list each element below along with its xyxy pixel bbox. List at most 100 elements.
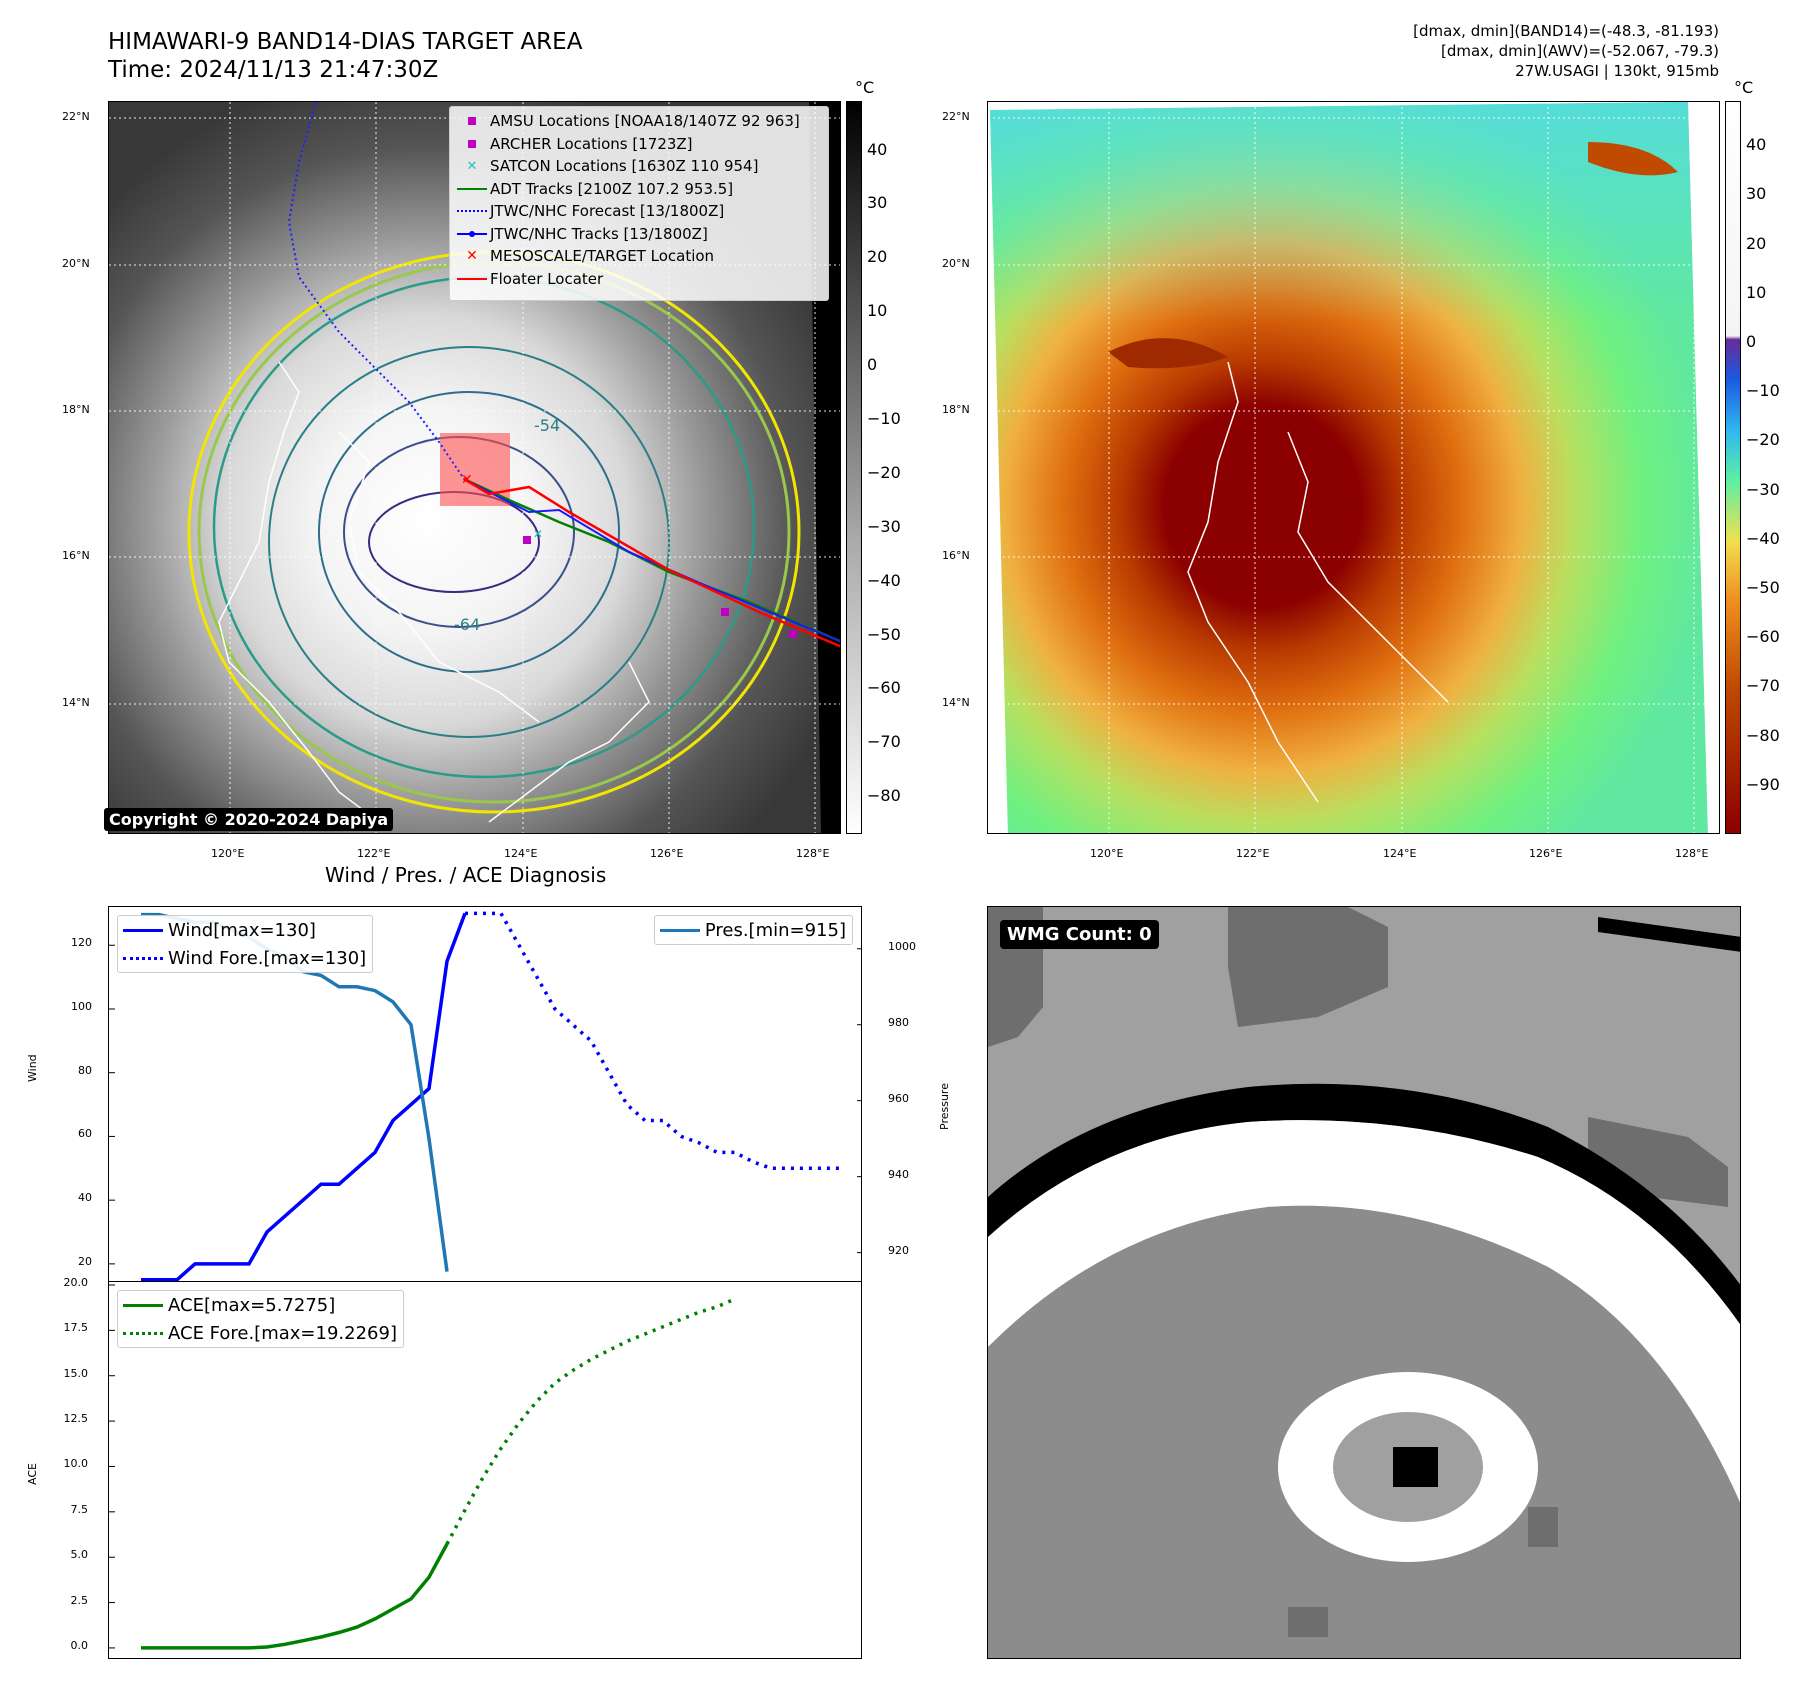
colorbar-tick-label: −20: [1746, 430, 1780, 450]
lat-label: 14°N: [942, 696, 970, 709]
ir-map-panel: ✕ ✕ -54 -64 AMSU Locations [NOAA18/1407Z…: [108, 101, 841, 834]
wind-axis-label: Wind: [26, 1054, 39, 1082]
wmg-image: [988, 907, 1740, 1658]
lat-label: 14°N: [62, 696, 90, 709]
legend-item-archer: ARCHER Locations [1723Z]: [454, 133, 828, 156]
lat-label: 18°N: [62, 403, 90, 416]
colorbar-tick-label: 40: [1746, 135, 1767, 155]
colorbar-tick-label: −10: [1746, 381, 1780, 401]
copyright-badge: Copyright © 2020-2024 Dapiya: [104, 808, 394, 831]
dmax-band14: [dmax, dmin](BAND14)=(-48.3, -81.193): [1413, 22, 1719, 40]
wind-tick-label: 120: [71, 936, 92, 950]
colorbar-tick-label: −50: [1746, 578, 1780, 598]
pressure-tick-label: 940: [888, 1167, 909, 1181]
legend-item-satcon: ✕ SATCON Locations [1630Z 110 954]: [454, 155, 828, 178]
wind-tick-label: 80: [78, 1063, 92, 1077]
lat-label: 20°N: [942, 257, 970, 270]
legend-item-forecast: JTWC/NHC Forecast [13/1800Z]: [454, 200, 828, 223]
archer-marker: [789, 630, 797, 638]
pressure-tick-label: 920: [888, 1243, 909, 1257]
dotted-line-icon: [123, 1331, 163, 1335]
legend-item-wind: Wind[max=130]: [118, 916, 372, 944]
ace-tick-label: 5.0: [70, 1548, 89, 1562]
lon-label: 120°E: [211, 847, 245, 860]
colorbar-unit: °C: [1734, 78, 1754, 97]
archer-marker: [721, 608, 729, 616]
colorbar-tick-label: −20: [867, 462, 901, 482]
colorbar-tick-label: −30: [1746, 479, 1780, 499]
pressure-tick-label: 1000: [888, 939, 916, 953]
contour-label-54: -54: [534, 416, 560, 435]
colorbar-tick-label: −70: [1746, 676, 1780, 696]
wmg-count-badge: WMG Count: 0: [1000, 920, 1159, 949]
diag-title: Wind / Pres. / ACE Diagnosis: [325, 863, 607, 887]
colorbar-tick-label: 40: [867, 139, 888, 159]
colorbar-tick-label: −60: [1746, 627, 1780, 647]
colorbar-unit: °C: [855, 78, 875, 97]
dotted-line-icon: [123, 956, 163, 960]
wind-tick-label: 60: [78, 1127, 92, 1141]
lon-label: 128°E: [796, 847, 830, 860]
ace-panel: ACE[max=5.7275] ACE Fore.[max=19.2269]: [108, 1281, 862, 1659]
ace-tick-label: 15.0: [63, 1366, 89, 1380]
lat-label: 18°N: [942, 403, 970, 416]
adt-track: [463, 477, 840, 643]
lat-label: 22°N: [942, 110, 970, 123]
lat-label: 16°N: [942, 549, 970, 562]
line-marker-icon: [457, 277, 487, 280]
pressure-tick-label: 980: [888, 1015, 909, 1029]
lon-label: 126°E: [650, 847, 684, 860]
figure-title: HIMAWARI-9 BAND14-DIAS TARGET AREA: [108, 29, 583, 55]
colorbar-tick-label: 30: [867, 193, 888, 213]
contour-label-64: -64: [454, 615, 480, 634]
storm-info: 27W.USAGI | 130kt, 915mb: [1515, 62, 1719, 80]
colorbar-tick-label: −80: [1746, 725, 1780, 745]
lon-label: 124°E: [1383, 847, 1417, 860]
square-marker-icon: [468, 139, 476, 148]
ace-tick-label: 10.0: [63, 1457, 89, 1471]
dotted-line-icon: [457, 210, 487, 213]
lon-label: 120°E: [1090, 847, 1124, 860]
satcon-x-marker: ✕: [533, 527, 543, 541]
colorbar-tick-label: −40: [1746, 528, 1780, 548]
ace-tick-label: 17.5: [63, 1321, 89, 1335]
ace-tick-label: 2.5: [70, 1593, 89, 1607]
lon-label: 124°E: [504, 847, 538, 860]
colorbar-tick-label: −50: [867, 624, 901, 644]
wind-tick-label: 20: [78, 1254, 92, 1268]
lon-label: 122°E: [1236, 847, 1270, 860]
color-map-panel: [987, 101, 1720, 834]
colorbar-tick-label: −80: [867, 786, 901, 806]
grayscale-colorbar: [846, 101, 862, 834]
lon-label: 126°E: [1529, 847, 1563, 860]
line-marker-icon: [123, 1303, 163, 1307]
legend-item-pressure: Pres.[min=915]: [655, 916, 852, 944]
ace-tick-label: 0.0: [70, 1638, 89, 1652]
legend-item-ace: ACE[max=5.7275]: [118, 1291, 403, 1319]
color-map-image: [988, 102, 1719, 833]
figure-time: Time: 2024/11/13 21:47:30Z: [108, 57, 439, 83]
colorbar-tick-label: 20: [867, 247, 888, 267]
ace-series-line-1: [445, 1297, 736, 1545]
square-marker-icon: [468, 117, 476, 126]
lat-label: 16°N: [62, 549, 90, 562]
colorbar-tick-label: −90: [1746, 774, 1780, 794]
lat-label: 20°N: [62, 257, 90, 270]
wind-tick-label: 40: [78, 1191, 92, 1205]
colorbar-tick-label: 0: [867, 355, 878, 375]
lon-label: 122°E: [357, 847, 391, 860]
colorbar-tick-label: −40: [867, 570, 901, 590]
line-marker-icon: [123, 928, 163, 932]
legend-item-ace-fore: ACE Fore.[max=19.2269]: [118, 1319, 403, 1347]
legend-item-amsu: AMSU Locations [NOAA18/1407Z 92 963]: [454, 110, 828, 133]
colorbar-tick-label: −60: [867, 678, 901, 698]
legend-item-wind-fore: Wind Fore.[max=130]: [118, 944, 372, 972]
jtwc-track: [463, 478, 840, 643]
amsu-marker: [523, 536, 531, 544]
target-x-marker: ✕: [461, 472, 473, 488]
series-line-0: [141, 912, 467, 1281]
map-legend: AMSU Locations [NOAA18/1407Z 92 963] ARC…: [449, 106, 829, 301]
floater-track: [463, 477, 840, 648]
ace-tick-label: 20.0: [63, 1276, 89, 1289]
colorbar-tick-label: 0: [1746, 332, 1757, 352]
